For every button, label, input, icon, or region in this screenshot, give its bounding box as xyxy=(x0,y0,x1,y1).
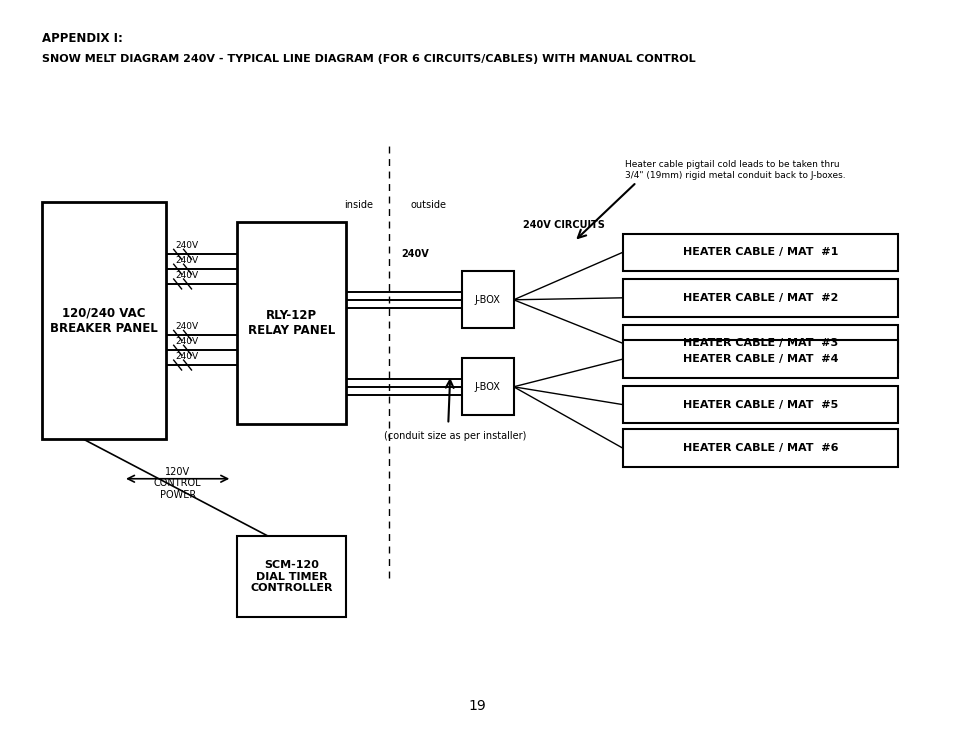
Text: SCM-120
DIAL TIMER
CONTROLLER: SCM-120 DIAL TIMER CONTROLLER xyxy=(250,560,333,593)
Bar xyxy=(622,340,898,378)
Text: J-BOX: J-BOX xyxy=(475,382,500,392)
Text: RLY-12P
RELAY PANEL: RLY-12P RELAY PANEL xyxy=(248,309,335,337)
Bar xyxy=(461,358,513,415)
Text: outside: outside xyxy=(410,200,446,210)
Text: 120V
CONTROL
POWER: 120V CONTROL POWER xyxy=(153,467,201,500)
Text: HEATER CABLE / MAT  #3: HEATER CABLE / MAT #3 xyxy=(682,338,838,348)
Text: HEATER CABLE / MAT  #5: HEATER CABLE / MAT #5 xyxy=(682,399,838,410)
Bar xyxy=(622,386,898,424)
Text: 240V: 240V xyxy=(175,323,198,331)
Text: 240V: 240V xyxy=(175,352,198,361)
Text: 240V: 240V xyxy=(175,241,198,250)
Bar xyxy=(461,271,513,328)
Bar xyxy=(237,536,346,617)
Text: 240V CIRCUITS: 240V CIRCUITS xyxy=(523,220,604,230)
Bar xyxy=(622,325,898,362)
Bar xyxy=(237,221,346,424)
Text: HEATER CABLE / MAT  #6: HEATER CABLE / MAT #6 xyxy=(682,443,838,453)
Text: SNOW MELT DIAGRAM 240V - TYPICAL LINE DIAGRAM (FOR 6 CIRCUITS/CABLES) WITH MANUA: SNOW MELT DIAGRAM 240V - TYPICAL LINE DI… xyxy=(42,54,695,63)
Text: J-BOX: J-BOX xyxy=(475,294,500,305)
Bar xyxy=(622,279,898,317)
Text: 120/240 VAC
BREAKER PANEL: 120/240 VAC BREAKER PANEL xyxy=(50,306,157,334)
Text: APPENDIX I:: APPENDIX I: xyxy=(42,32,123,45)
Text: Heater cable pigtail cold leads to be taken thru
3/4" (19mm) rigid metal conduit: Heater cable pigtail cold leads to be ta… xyxy=(624,160,844,180)
Text: HEATER CABLE / MAT  #1: HEATER CABLE / MAT #1 xyxy=(682,247,838,258)
Text: 240V: 240V xyxy=(175,256,198,265)
Text: 240V: 240V xyxy=(175,271,198,280)
Bar xyxy=(622,233,898,271)
Text: 240V: 240V xyxy=(175,337,198,346)
Bar xyxy=(622,430,898,467)
Bar xyxy=(42,202,166,439)
Text: HEATER CABLE / MAT  #4: HEATER CABLE / MAT #4 xyxy=(682,354,838,364)
Text: 19: 19 xyxy=(468,699,485,713)
Text: HEATER CABLE / MAT  #2: HEATER CABLE / MAT #2 xyxy=(682,293,838,303)
Text: (conduit size as per installer): (conduit size as per installer) xyxy=(384,431,526,441)
Text: inside: inside xyxy=(344,200,374,210)
Text: 240V: 240V xyxy=(401,249,429,259)
